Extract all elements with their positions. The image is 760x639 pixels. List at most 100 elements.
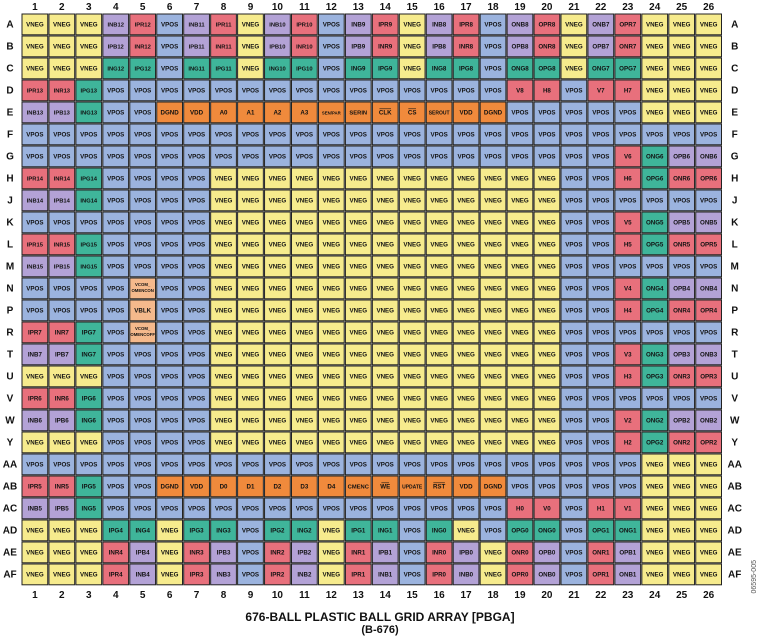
ball-E13: SERIN (344, 101, 372, 124)
ball-K9: VNEG (237, 211, 264, 234)
svg-text:VNEG: VNEG (700, 506, 718, 513)
svg-text:UPDATE: UPDATE (402, 485, 423, 491)
ball-H17: VNEG (452, 167, 480, 190)
ball-K19: VNEG (506, 211, 534, 234)
ball-AF6: VNEG (156, 563, 183, 586)
ball-C5: IPG12 (129, 57, 157, 80)
row-label-left: Y (7, 437, 14, 448)
ball-R14: VNEG (371, 321, 399, 344)
ball-F20: VPOS (533, 123, 561, 146)
ball-Y22: VPOS (587, 431, 615, 454)
ball-M17: VNEG (452, 255, 480, 278)
ball-R26: VPOS (695, 321, 722, 344)
ball-F23: VPOS (614, 123, 642, 146)
svg-text:VNEG: VNEG (484, 308, 502, 315)
ball-G3: VPOS (75, 145, 103, 168)
ball-L8: VNEG (210, 233, 237, 256)
svg-text:VNEG: VNEG (430, 374, 448, 381)
svg-text:VNEG: VNEG (673, 110, 691, 117)
svg-text:VPOS: VPOS (107, 330, 124, 337)
svg-text:ONG4: ONG4 (646, 286, 664, 293)
ball-N22: VPOS (587, 277, 615, 300)
ball-W17: VNEG (452, 409, 480, 432)
svg-text:VNEG: VNEG (403, 66, 421, 73)
ball-U4: VPOS (102, 365, 130, 388)
svg-text:VPOS: VPOS (404, 154, 421, 161)
row-label-right: N (731, 283, 738, 294)
ball-AF18: VNEG (479, 563, 507, 586)
svg-text:VNEG: VNEG (457, 352, 475, 359)
svg-text:VNEG: VNEG (565, 44, 583, 51)
svg-text:V7: V7 (597, 88, 605, 95)
ball-N10: VNEG (264, 277, 291, 300)
ball-B15: VNEG (398, 35, 426, 58)
ball-E15: CS (398, 101, 426, 124)
ball-W14: VNEG (371, 409, 399, 432)
ball-G19: VPOS (506, 145, 534, 168)
svg-text:VNEG: VNEG (215, 176, 233, 183)
svg-text:VPOS: VPOS (565, 308, 582, 315)
ball-J3: ING14 (75, 189, 103, 212)
ball-F26: VPOS (695, 123, 722, 146)
ball-J8: VNEG (210, 189, 237, 212)
ball-L10: VNEG (264, 233, 291, 256)
ball-C21: VNEG (560, 57, 588, 80)
svg-text:DGND: DGND (161, 110, 180, 117)
svg-text:VPOS: VPOS (592, 418, 609, 425)
ball-Y9: VNEG (237, 431, 264, 454)
ball-A1: VNEG (21, 13, 49, 36)
svg-text:ONR7: ONR7 (619, 44, 637, 51)
svg-text:VNEG: VNEG (430, 264, 448, 271)
row-label-right: U (731, 371, 738, 382)
svg-text:VNEG: VNEG (700, 572, 718, 579)
svg-text:SEROUT: SEROUT (429, 111, 450, 117)
ball-B12: VPOS (317, 35, 345, 58)
ball-A12: VPOS (317, 13, 345, 36)
ball-G14: VPOS (371, 145, 399, 168)
svg-text:OPG8: OPG8 (538, 66, 556, 73)
ball-AB10: D2 (264, 475, 291, 498)
svg-text:H5: H5 (624, 242, 632, 249)
svg-text:D0: D0 (220, 484, 228, 491)
row-label-right: K (731, 217, 739, 228)
ball-N9: VNEG (237, 277, 264, 300)
ball-AD14: ING1 (371, 519, 399, 542)
svg-text:VNEG: VNEG (269, 374, 287, 381)
ball-V12: VNEG (317, 387, 345, 410)
ball-K23: V5 (614, 211, 642, 234)
ball-U3: VNEG (75, 365, 103, 388)
ball-AE3: VNEG (75, 541, 103, 564)
svg-text:VPOS: VPOS (565, 418, 582, 425)
ball-R19: VNEG (506, 321, 534, 344)
ball-K16: VNEG (425, 211, 453, 234)
ball-L23: H5 (614, 233, 642, 256)
column-label-bottom: 22 (595, 590, 607, 601)
ball-P22: VPOS (587, 299, 615, 322)
svg-text:VPOS: VPOS (673, 198, 690, 205)
svg-text:IPG6: IPG6 (82, 396, 97, 403)
svg-text:VPOS: VPOS (457, 88, 474, 95)
svg-text:VPOS: VPOS (538, 132, 555, 139)
ball-T13: VNEG (344, 343, 372, 366)
svg-text:D4: D4 (327, 484, 335, 491)
ball-AC8: VPOS (210, 497, 237, 520)
svg-text:VNEG: VNEG (296, 330, 314, 337)
ball-W26: ONB2 (695, 409, 722, 432)
svg-text:VNEG: VNEG (700, 462, 718, 469)
ball-P19: VNEG (506, 299, 534, 322)
ball-F24: VPOS (641, 123, 669, 146)
svg-text:H7: H7 (624, 88, 632, 95)
ball-J5: VPOS (129, 189, 157, 212)
svg-text:VNEG: VNEG (457, 440, 475, 447)
svg-text:ING1: ING1 (378, 528, 393, 535)
ball-N12: VNEG (317, 277, 345, 300)
svg-text:VNEG: VNEG (215, 242, 233, 249)
ball-W24: ONG2 (641, 409, 669, 432)
svg-text:ING7: ING7 (82, 352, 97, 359)
svg-text:VPOS: VPOS (377, 132, 394, 139)
svg-text:IPG8: IPG8 (459, 66, 474, 73)
ball-B8: INR11 (210, 35, 237, 58)
ball-P25: ONR4 (668, 299, 696, 322)
svg-text:IPB15: IPB15 (54, 265, 71, 271)
svg-text:V6: V6 (624, 154, 632, 161)
